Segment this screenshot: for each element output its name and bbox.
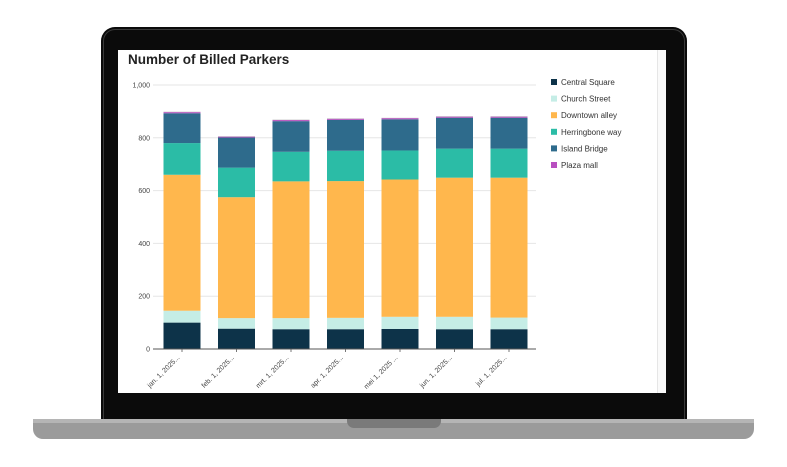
bar-segment	[381, 118, 419, 120]
bar-segment	[490, 317, 528, 330]
legend: Central Square Church Street Downtown alle…	[551, 78, 621, 170]
bar-segment	[436, 177, 473, 317]
legend-swatch	[551, 162, 557, 168]
legend-swatch	[551, 79, 557, 85]
y-tick-label: 600	[138, 188, 150, 195]
legend-swatch	[551, 145, 557, 152]
bar-segment	[327, 329, 364, 349]
bar-segment	[490, 329, 528, 349]
legend-swatch	[551, 112, 557, 119]
x-tick-label: apr. 1, 2025...	[310, 354, 345, 389]
bar-segment	[218, 137, 255, 168]
bar-segment	[381, 150, 419, 180]
bar-segment	[327, 150, 364, 182]
legend-label: Downtown alley	[561, 111, 617, 120]
bar-segment	[218, 328, 255, 349]
bars	[163, 111, 528, 349]
bar-segment	[381, 316, 419, 329]
bar-segment	[327, 119, 364, 151]
bar-segment	[490, 177, 528, 318]
bar-segment	[272, 119, 310, 122]
bar-segment	[272, 318, 310, 330]
bar-segment	[490, 117, 528, 149]
legend-label: Island Bridge	[561, 144, 608, 153]
y-tick-label: 200	[138, 294, 150, 301]
y-tick-label: 800	[138, 135, 150, 142]
bar-segment	[381, 119, 419, 151]
bar-segment	[327, 181, 364, 318]
scrollbar[interactable]	[657, 50, 666, 393]
bar-segment	[490, 116, 528, 118]
bar-segment	[163, 113, 201, 144]
stacked-bar-chart: 0 200 400 600 800 1,000 jan. 1, 2025... feb. 1…	[132, 78, 621, 391]
bar-segment	[381, 179, 419, 317]
screen: 0 200 400 600 800 1,000 jan. 1, 2025... feb. 1…	[118, 50, 666, 393]
legend-label: Central Square	[561, 78, 615, 87]
x-axis-ticks: jan. 1, 2025... feb. 1, 2025... mrt. 1, 20…	[146, 349, 510, 391]
bar-segment	[218, 136, 255, 138]
x-tick-label: feb. 1, 2025...	[201, 354, 236, 389]
legend-label: Church Street	[561, 95, 611, 104]
laptop-notch	[347, 419, 441, 428]
bar-segment	[490, 148, 528, 178]
bar-segment	[272, 181, 310, 319]
laptop-base	[33, 419, 754, 439]
bar-segment	[272, 121, 310, 152]
bar-segment	[272, 151, 310, 182]
y-tick-label: 400	[138, 241, 150, 248]
y-tick-label: 1,000	[132, 83, 150, 90]
bar-segment	[436, 316, 473, 330]
legend-swatch	[551, 95, 557, 102]
bar-segment	[327, 317, 364, 330]
x-tick-label: jul. 1, 2025...	[474, 354, 508, 388]
bar-segment	[163, 310, 201, 323]
bar-segment	[163, 174, 201, 311]
chart-title: Number of Billed Parkers	[128, 52, 290, 67]
x-tick-label: jan. 1, 2025...	[146, 354, 182, 390]
y-tick-label: 0	[146, 347, 150, 354]
bar-segment	[436, 116, 473, 118]
bar-segment	[218, 167, 255, 198]
bar-segment	[436, 148, 473, 178]
bar-segment	[163, 143, 201, 175]
bar-segment	[327, 118, 364, 120]
bar-segment	[436, 329, 473, 349]
bar-segment	[163, 111, 201, 114]
legend-label: Plaza mall	[561, 161, 598, 170]
bar-segment	[218, 197, 255, 319]
y-axis-ticks: 0 200 400 600 800 1,000	[132, 83, 150, 354]
x-tick-label: jun. 1, 2025...	[418, 354, 454, 390]
bar-segment	[381, 328, 419, 349]
bar-segment	[272, 329, 310, 349]
bar-segment	[163, 322, 201, 349]
x-tick-label: mei 1, 2025 ...	[363, 354, 399, 390]
legend-label: Herringbone way	[561, 128, 621, 137]
x-tick-label: mrt. 1, 2025...	[255, 354, 291, 390]
bar-segment	[436, 117, 473, 149]
legend-swatch	[551, 128, 557, 135]
bar-segment	[218, 318, 255, 329]
